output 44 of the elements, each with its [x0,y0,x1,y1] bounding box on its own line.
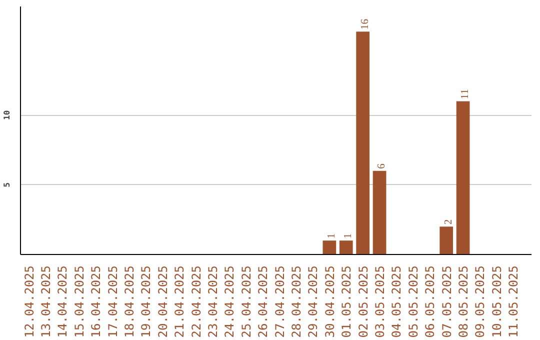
x-tick-label: 04.05.2025 [390,265,404,338]
data-label: 16 [360,18,371,30]
x-tick-label: 25.04.2025 [239,265,254,338]
x-tick-label: 09.05.2025 [473,265,488,338]
x-tick-label: 07.05.2025 [440,265,454,338]
x-tick-label: 22.04.2025 [189,265,204,338]
x-tick-label: 13.04.2025 [39,265,54,338]
x-tick-label: 20.04.2025 [156,265,170,338]
x-tick-label: 15.04.2025 [72,265,86,338]
data-label: 6 [376,162,388,169]
x-tick-label: 17.04.2025 [106,265,120,338]
x-tick-label: 10.05.2025 [490,265,504,338]
y-tick-label: 5 [2,182,12,188]
x-tick-label: 14.04.2025 [56,265,70,338]
x-tick-label: 01.05.2025 [340,265,354,338]
x-tick-label: 08.05.2025 [456,265,471,338]
x-tick-label: 11.05.2025 [506,265,521,338]
y-tick-label: 10 [2,110,12,120]
bar [456,101,470,254]
bar [322,240,336,254]
bar [440,226,454,254]
x-tick-label: 27.04.2025 [272,265,287,338]
x-tick-label: 23.04.2025 [206,265,220,338]
data-label: 11 [460,88,472,100]
x-tick-label: 28.04.2025 [290,265,304,338]
bar [339,240,353,254]
x-tick-label: 12.04.2025 [22,265,36,338]
x-tick-label: 19.04.2025 [139,265,154,338]
x-tick-label: 02.05.2025 [356,265,370,338]
x-tick-label: 05.05.2025 [406,265,420,338]
x-tick-label: 26.04.2025 [256,265,270,338]
x-tick-label: 21.04.2025 [172,265,187,338]
x-tick-label: 06.05.2025 [423,265,438,338]
bar [356,32,370,254]
x-tick-label: 03.05.2025 [373,265,388,338]
x-tick-label: 16.04.2025 [89,265,104,338]
bar [372,170,386,254]
data-label: 2 [443,219,454,225]
x-tick-label: 30.04.2025 [322,265,337,338]
x-tick-label: 18.04.2025 [122,265,137,338]
data-label: 1 [326,233,338,239]
x-tick-label: 29.04.2025 [306,265,320,338]
x-tick-label: 24.04.2025 [222,265,237,338]
data-label: 1 [343,233,354,239]
